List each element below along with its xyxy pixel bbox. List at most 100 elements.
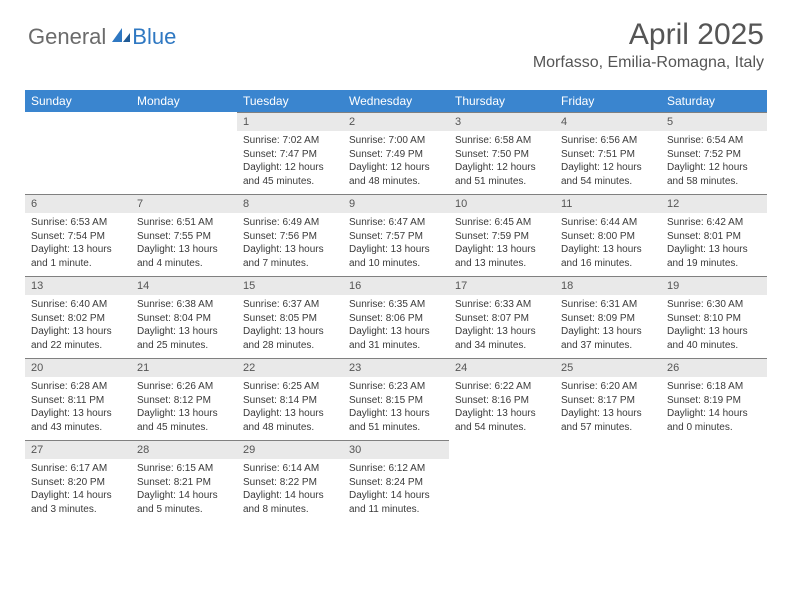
day-content: Sunrise: 6:28 AMSunset: 8:11 PMDaylight:… (25, 377, 131, 438)
weekday-header: Wednesday (343, 90, 449, 112)
daylight-text: Daylight: 13 hours and 51 minutes. (349, 407, 443, 434)
sunset-text: Sunset: 7:59 PM (455, 230, 549, 244)
calendar-day-cell: 23Sunrise: 6:23 AMSunset: 8:15 PMDayligh… (343, 358, 449, 440)
day-number: 30 (343, 440, 449, 459)
calendar-day-cell: 8Sunrise: 6:49 AMSunset: 7:56 PMDaylight… (237, 194, 343, 276)
day-number: 16 (343, 276, 449, 295)
calendar-week-row: 6Sunrise: 6:53 AMSunset: 7:54 PMDaylight… (25, 194, 767, 276)
day-number: 19 (661, 276, 767, 295)
sunset-text: Sunset: 8:21 PM (137, 476, 231, 490)
weekday-header: Saturday (661, 90, 767, 112)
calendar-day-cell: 18Sunrise: 6:31 AMSunset: 8:09 PMDayligh… (555, 276, 661, 358)
sunrise-text: Sunrise: 6:18 AM (667, 380, 761, 394)
sunrise-text: Sunrise: 7:00 AM (349, 134, 443, 148)
sunset-text: Sunset: 7:57 PM (349, 230, 443, 244)
daylight-text: Daylight: 13 hours and 13 minutes. (455, 243, 549, 270)
daylight-text: Daylight: 13 hours and 43 minutes. (31, 407, 125, 434)
daylight-text: Daylight: 13 hours and 57 minutes. (561, 407, 655, 434)
daylight-text: Daylight: 12 hours and 48 minutes. (349, 161, 443, 188)
day-content: Sunrise: 6:44 AMSunset: 8:00 PMDaylight:… (555, 213, 661, 274)
title-block: April 2025 Morfasso, Emilia-Romagna, Ita… (533, 18, 764, 72)
day-number: 2 (343, 112, 449, 131)
day-number: 12 (661, 194, 767, 213)
day-number: 8 (237, 194, 343, 213)
calendar-day-cell: 7Sunrise: 6:51 AMSunset: 7:55 PMDaylight… (131, 194, 237, 276)
weekday-header: Sunday (25, 90, 131, 112)
calendar-week-row: 27Sunrise: 6:17 AMSunset: 8:20 PMDayligh… (25, 440, 767, 522)
day-number: 11 (555, 194, 661, 213)
sunset-text: Sunset: 8:19 PM (667, 394, 761, 408)
sunset-text: Sunset: 8:10 PM (667, 312, 761, 326)
day-number: 27 (25, 440, 131, 459)
day-number: 10 (449, 194, 555, 213)
calendar-day-cell: 20Sunrise: 6:28 AMSunset: 8:11 PMDayligh… (25, 358, 131, 440)
sunset-text: Sunset: 8:17 PM (561, 394, 655, 408)
sunrise-text: Sunrise: 7:02 AM (243, 134, 337, 148)
sunset-text: Sunset: 8:11 PM (31, 394, 125, 408)
calendar-day-cell: 24Sunrise: 6:22 AMSunset: 8:16 PMDayligh… (449, 358, 555, 440)
daylight-text: Daylight: 14 hours and 0 minutes. (667, 407, 761, 434)
calendar-table: Sunday Monday Tuesday Wednesday Thursday… (25, 90, 767, 522)
weekday-header: Friday (555, 90, 661, 112)
calendar-day-cell: 27Sunrise: 6:17 AMSunset: 8:20 PMDayligh… (25, 440, 131, 522)
calendar-day-cell: 9 Sunrise: 6:47 AMSunset: 7:57 PMDaylight… (343, 194, 449, 276)
day-number: 6 (25, 194, 131, 213)
sunset-text: Sunset: 8:01 PM (667, 230, 761, 244)
logo-sail-icon (110, 26, 132, 49)
day-number: 20 (25, 358, 131, 377)
sunrise-text: Sunrise: 6:22 AM (455, 380, 549, 394)
daylight-text: Daylight: 13 hours and 7 minutes. (243, 243, 337, 270)
month-title: April 2025 (533, 18, 764, 52)
calendar-day-cell: 2Sunrise: 7:00 AMSunset: 7:49 PMDaylight… (343, 112, 449, 194)
sunrise-text: Sunrise: 6:40 AM (31, 298, 125, 312)
calendar-day-cell: 19Sunrise: 6:30 AMSunset: 8:10 PMDayligh… (661, 276, 767, 358)
sunrise-text: Sunrise: 6:20 AM (561, 380, 655, 394)
sunset-text: Sunset: 7:47 PM (243, 148, 337, 162)
sunrise-text: Sunrise: 6:17 AM (31, 462, 125, 476)
sunrise-text: Sunrise: 6:47 AM (349, 216, 443, 230)
day-number: 24 (449, 358, 555, 377)
calendar-day-cell: 29Sunrise: 6:14 AMSunset: 8:22 PMDayligh… (237, 440, 343, 522)
daylight-text: Daylight: 14 hours and 8 minutes. (243, 489, 337, 516)
page-header: General Blue April 2025 Morfasso, Emilia… (0, 0, 792, 80)
sunset-text: Sunset: 8:15 PM (349, 394, 443, 408)
daylight-text: Daylight: 13 hours and 10 minutes. (349, 243, 443, 270)
day-content: Sunrise: 6:23 AMSunset: 8:15 PMDaylight:… (343, 377, 449, 438)
daylight-text: Daylight: 14 hours and 11 minutes. (349, 489, 443, 516)
day-content: Sunrise: 6:49 AMSunset: 7:56 PMDaylight:… (237, 213, 343, 274)
day-content: Sunrise: 6:35 AMSunset: 8:06 PMDaylight:… (343, 295, 449, 356)
calendar-day-cell: 30Sunrise: 6:12 AMSunset: 8:24 PMDayligh… (343, 440, 449, 522)
day-number: 28 (131, 440, 237, 459)
sunset-text: Sunset: 7:51 PM (561, 148, 655, 162)
day-content: Sunrise: 6:51 AMSunset: 7:55 PMDaylight:… (131, 213, 237, 274)
day-content: Sunrise: 6:53 AMSunset: 7:54 PMDaylight:… (25, 213, 131, 274)
day-content: Sunrise: 6:58 AMSunset: 7:50 PMDaylight:… (449, 131, 555, 192)
calendar-day-cell (449, 440, 555, 522)
sunset-text: Sunset: 8:09 PM (561, 312, 655, 326)
sunrise-text: Sunrise: 6:14 AM (243, 462, 337, 476)
sunrise-text: Sunrise: 6:56 AM (561, 134, 655, 148)
daylight-text: Daylight: 13 hours and 25 minutes. (137, 325, 231, 352)
daylight-text: Daylight: 12 hours and 51 minutes. (455, 161, 549, 188)
day-content: Sunrise: 6:56 AMSunset: 7:51 PMDaylight:… (555, 131, 661, 192)
daylight-text: Daylight: 13 hours and 45 minutes. (137, 407, 231, 434)
day-number: 9 (343, 194, 449, 213)
daylight-text: Daylight: 13 hours and 4 minutes. (137, 243, 231, 270)
calendar-header-row: Sunday Monday Tuesday Wednesday Thursday… (25, 90, 767, 112)
calendar-day-cell: 5Sunrise: 6:54 AMSunset: 7:52 PMDaylight… (661, 112, 767, 194)
day-content: Sunrise: 7:02 AMSunset: 7:47 PMDaylight:… (237, 131, 343, 192)
day-content: Sunrise: 6:38 AMSunset: 8:04 PMDaylight:… (131, 295, 237, 356)
sunset-text: Sunset: 8:07 PM (455, 312, 549, 326)
day-number: 26 (661, 358, 767, 377)
logo-text-blue: Blue (132, 24, 176, 50)
calendar-day-cell: 4Sunrise: 6:56 AMSunset: 7:51 PMDaylight… (555, 112, 661, 194)
sunrise-text: Sunrise: 6:44 AM (561, 216, 655, 230)
day-number: 25 (555, 358, 661, 377)
sunset-text: Sunset: 7:55 PM (137, 230, 231, 244)
calendar-day-cell (555, 440, 661, 522)
day-number: 4 (555, 112, 661, 131)
calendar-week-row: 13Sunrise: 6:40 AMSunset: 8:02 PMDayligh… (25, 276, 767, 358)
daylight-text: Daylight: 14 hours and 3 minutes. (31, 489, 125, 516)
day-content: Sunrise: 6:42 AMSunset: 8:01 PMDaylight:… (661, 213, 767, 274)
daylight-text: Daylight: 13 hours and 28 minutes. (243, 325, 337, 352)
